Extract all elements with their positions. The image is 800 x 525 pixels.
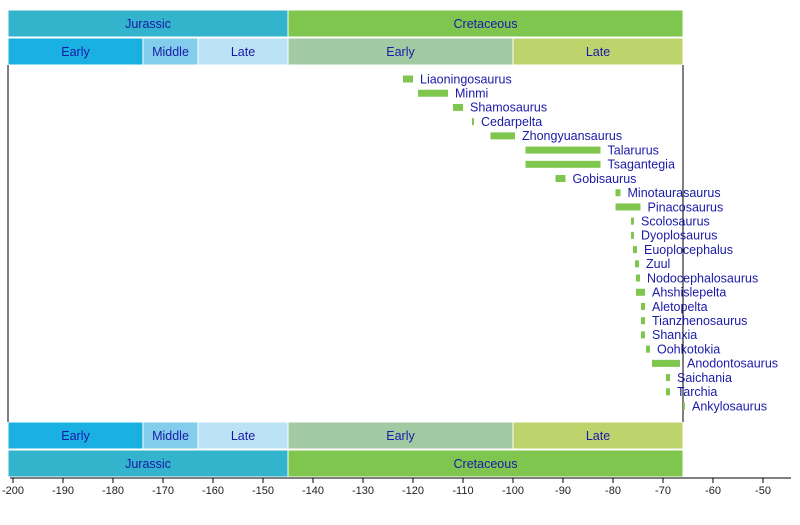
x-tick-label: -170: [152, 485, 174, 497]
range-bar: [636, 274, 640, 282]
range-bar: [666, 388, 670, 396]
x-tick-label: -70: [655, 485, 671, 497]
range-bar: [633, 246, 637, 254]
x-tick-label: -90: [555, 485, 571, 497]
period-band: [7, 9, 289, 38]
item-label: Talarurus: [608, 143, 659, 157]
range-bar: [525, 146, 601, 154]
epoch-band-label: Late: [586, 45, 610, 59]
x-tick-label: -190: [52, 485, 74, 497]
epoch-band: [197, 421, 289, 450]
epoch-band: [7, 37, 144, 66]
item-label: Scolosaurus: [641, 214, 710, 228]
range-bar: [666, 374, 670, 382]
period-band-label: Cretaceous: [454, 17, 518, 31]
period-band-label: Jurassic: [125, 457, 171, 471]
x-tick-label: -130: [352, 485, 374, 497]
x-tick-label: -50: [755, 485, 771, 497]
epoch-band: [512, 421, 684, 450]
item-label: Tarchia: [677, 385, 717, 399]
epoch-band-label: Early: [386, 45, 415, 59]
item-label: Tsagantegia: [608, 158, 675, 172]
item-label: Zhongyuansaurus: [522, 129, 622, 143]
range-bar: [403, 75, 413, 83]
range-bar: [472, 118, 474, 126]
epoch-band-label: Late: [586, 429, 610, 443]
range-bar: [641, 302, 645, 310]
epoch-band: [197, 37, 289, 66]
range-bar: [636, 288, 645, 296]
range-bar: [418, 89, 448, 97]
item-label: Shanxia: [652, 328, 697, 342]
epoch-band-label: Early: [61, 429, 90, 443]
item-label: Liaoningosaurus: [420, 72, 512, 86]
x-tick-label: -80: [605, 485, 621, 497]
item-label: Nodocephalosaurus: [647, 271, 758, 285]
range-bar: [683, 402, 685, 410]
period-band: [287, 9, 684, 38]
item-label: Ankylosaurus: [692, 399, 767, 413]
item-label: Ahshislepelta: [652, 286, 726, 300]
epoch-band: [7, 421, 144, 450]
range-bar: [555, 175, 566, 183]
period-band: [7, 449, 289, 478]
item-label: Minmi: [455, 87, 488, 101]
x-tick-label: -140: [302, 485, 324, 497]
item-label: Gobisaurus: [573, 172, 637, 186]
item-label: Pinacosaurus: [648, 200, 724, 214]
x-tick-label: -60: [705, 485, 721, 497]
range-bar: [490, 132, 515, 140]
x-tick-label: -180: [102, 485, 124, 497]
x-tick-label: -150: [252, 485, 274, 497]
x-tick-label: -200: [2, 485, 24, 497]
item-label: Dyoplosaurus: [641, 229, 717, 243]
epoch-band: [512, 37, 684, 66]
epoch-band-label: Middle: [152, 45, 189, 59]
range-bar: [652, 359, 680, 367]
epoch-band-label: Late: [231, 429, 255, 443]
range-bar: [641, 331, 645, 339]
epoch-band-label: Middle: [152, 429, 189, 443]
item-label: Cedarpelta: [481, 115, 542, 129]
x-tick-label: -110: [452, 485, 473, 497]
epoch-band-label: Late: [231, 45, 255, 59]
x-tick-label: -160: [202, 485, 224, 497]
item-label: Zuul: [646, 257, 670, 271]
item-label: Tianzhenosaurus: [652, 314, 747, 328]
item-label: Saichania: [677, 371, 732, 385]
item-label: Shamosaurus: [470, 101, 547, 115]
item-label: Minotaurasaurus: [628, 186, 721, 200]
item-label: Oohkotokia: [657, 342, 720, 356]
range-bar: [635, 260, 639, 268]
x-tick-label: -120: [402, 485, 424, 497]
item-label: Euoplocephalus: [644, 243, 733, 257]
epoch-band-label: Early: [386, 429, 415, 443]
epoch-band-label: Early: [61, 45, 90, 59]
epoch-band: [287, 37, 514, 66]
range-bar: [631, 217, 634, 225]
period-band: [287, 449, 684, 478]
range-bar: [631, 231, 634, 239]
epoch-band: [142, 421, 199, 450]
range-bar: [646, 345, 650, 353]
item-label: Anodontosaurus: [687, 357, 778, 371]
range-bar: [453, 103, 463, 111]
period-band-label: Jurassic: [125, 17, 171, 31]
range-bar: [615, 203, 641, 211]
range-bar: [641, 317, 645, 325]
x-tick-label: -100: [502, 485, 524, 497]
period-band-label: Cretaceous: [454, 457, 518, 471]
range-bar: [525, 160, 601, 168]
range-bar: [615, 189, 621, 197]
item-label: Aletopelta: [652, 300, 708, 314]
